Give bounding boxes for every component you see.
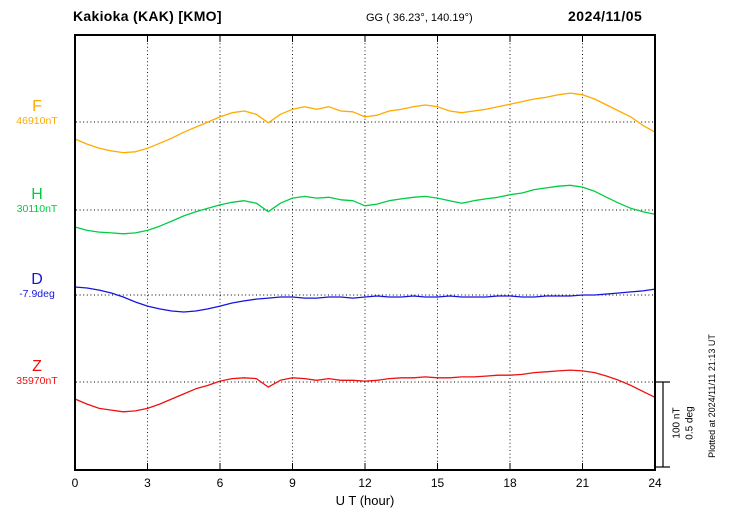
- plotted-timestamp-note: Plotted at 2024/11/11 21:13 UT: [707, 334, 717, 458]
- series-letter: Z: [32, 358, 42, 375]
- x-axis-label: U T (hour): [335, 493, 395, 508]
- series-letter: D: [31, 271, 43, 288]
- series-reference-value: 30110nT: [16, 202, 58, 215]
- x-tick-label: 3: [144, 476, 151, 490]
- series-label-H: H 30110nT: [4, 186, 70, 216]
- series-reference-value: -7.9deg: [19, 287, 55, 300]
- trace-H: [74, 184, 656, 235]
- x-tick-label: 9: [289, 476, 296, 490]
- scalebar-label-nt: 100 nT: [671, 407, 683, 439]
- series-label-F: F 46910nT: [4, 98, 70, 128]
- series-label-Z: Z 35970nT: [4, 358, 70, 388]
- trace-F: [74, 92, 656, 154]
- x-tick-label: 18: [503, 476, 517, 490]
- x-tick-label: 15: [430, 476, 445, 490]
- series-letter: F: [32, 98, 42, 115]
- x-tick-label: 12: [358, 476, 372, 490]
- trace-D: [74, 286, 656, 313]
- plot-border: [74, 34, 656, 471]
- series-reference-value: 35970nT: [16, 374, 58, 387]
- series-letter: H: [31, 186, 43, 203]
- x-tick-label: 21: [575, 476, 590, 490]
- x-tick-label: 24: [648, 476, 662, 490]
- station-title: Kakioka (KAK) [KMO]: [73, 8, 222, 24]
- scalebar-label-deg: 0.5 deg: [684, 406, 696, 440]
- geographic-coords-label: GG ( 36.23°, 140.19°): [366, 12, 473, 24]
- trace-Z: [74, 369, 656, 413]
- x-tick-label: 6: [216, 476, 224, 490]
- series-reference-value: 46910nT: [16, 114, 58, 127]
- date-label: 2024/11/05: [568, 8, 643, 24]
- series-label-D: D -7.9deg: [4, 271, 70, 301]
- x-tick-label: 0: [71, 476, 79, 490]
